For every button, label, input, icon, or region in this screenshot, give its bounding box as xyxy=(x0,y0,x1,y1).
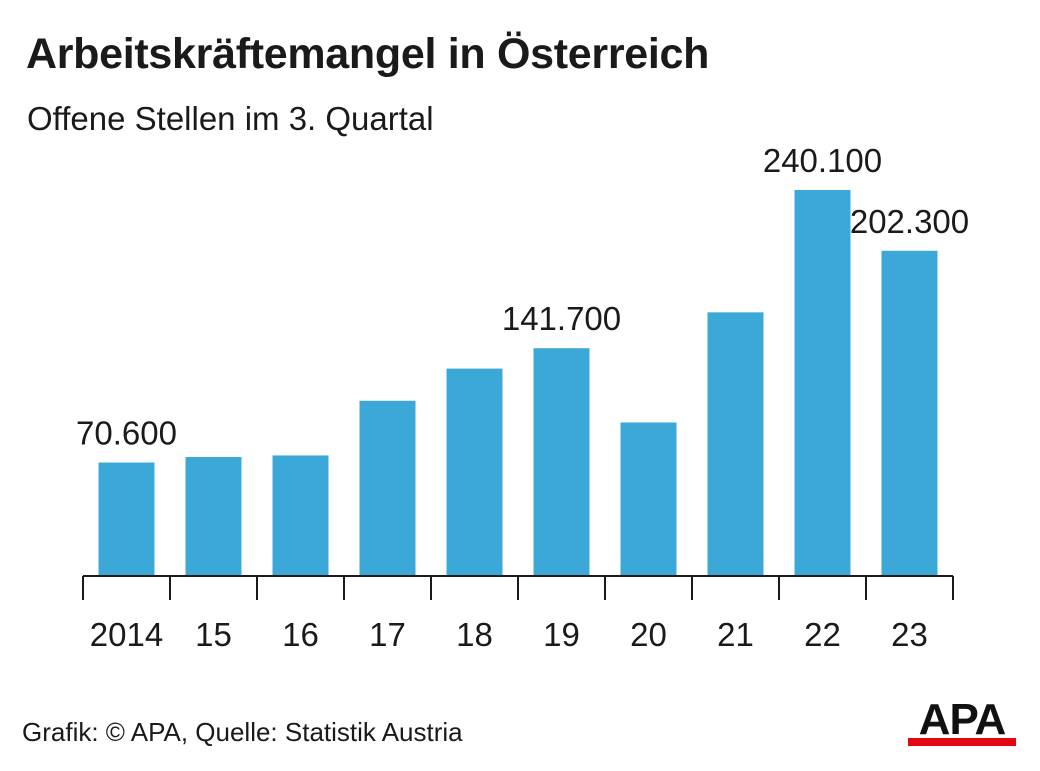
data-label-23: 202.300 xyxy=(850,203,969,240)
bar-20 xyxy=(620,422,677,576)
chart-title: Arbeitskräftemangel in Österreich xyxy=(26,30,710,78)
x-tick-label-2014: 2014 xyxy=(90,616,163,653)
bar-22 xyxy=(794,190,851,576)
apa-logo-text: APA xyxy=(919,698,1006,744)
x-tick-label-15: 15 xyxy=(195,616,232,653)
chart-subtitle: Offene Stellen im 3. Quartal xyxy=(27,100,434,137)
bar-23 xyxy=(881,250,938,576)
bar-17 xyxy=(359,400,416,576)
apa-logo: APA xyxy=(908,698,1016,746)
data-label-19: 141.700 xyxy=(502,300,621,337)
x-tick-label-17: 17 xyxy=(369,616,406,653)
bar-15 xyxy=(185,457,242,576)
x-tick-label-23: 23 xyxy=(891,616,928,653)
apa-logo-bar xyxy=(908,738,1016,746)
bar-16 xyxy=(272,455,329,576)
x-tick-label-20: 20 xyxy=(630,616,667,653)
x-tick-label-21: 21 xyxy=(717,616,754,653)
x-tick-label-22: 22 xyxy=(804,616,841,653)
x-tick-label-18: 18 xyxy=(456,616,493,653)
bar-21 xyxy=(707,312,764,576)
data-label-22: 240.100 xyxy=(763,142,882,179)
bar-19 xyxy=(533,348,590,576)
x-tick-label-19: 19 xyxy=(543,616,580,653)
bar-2014 xyxy=(98,462,155,576)
data-label-2014: 70.600 xyxy=(76,414,177,451)
x-tick-label-16: 16 xyxy=(282,616,319,653)
source-note: Grafik: © APA, Quelle: Statistik Austria xyxy=(22,717,463,747)
bar-18 xyxy=(446,368,503,576)
